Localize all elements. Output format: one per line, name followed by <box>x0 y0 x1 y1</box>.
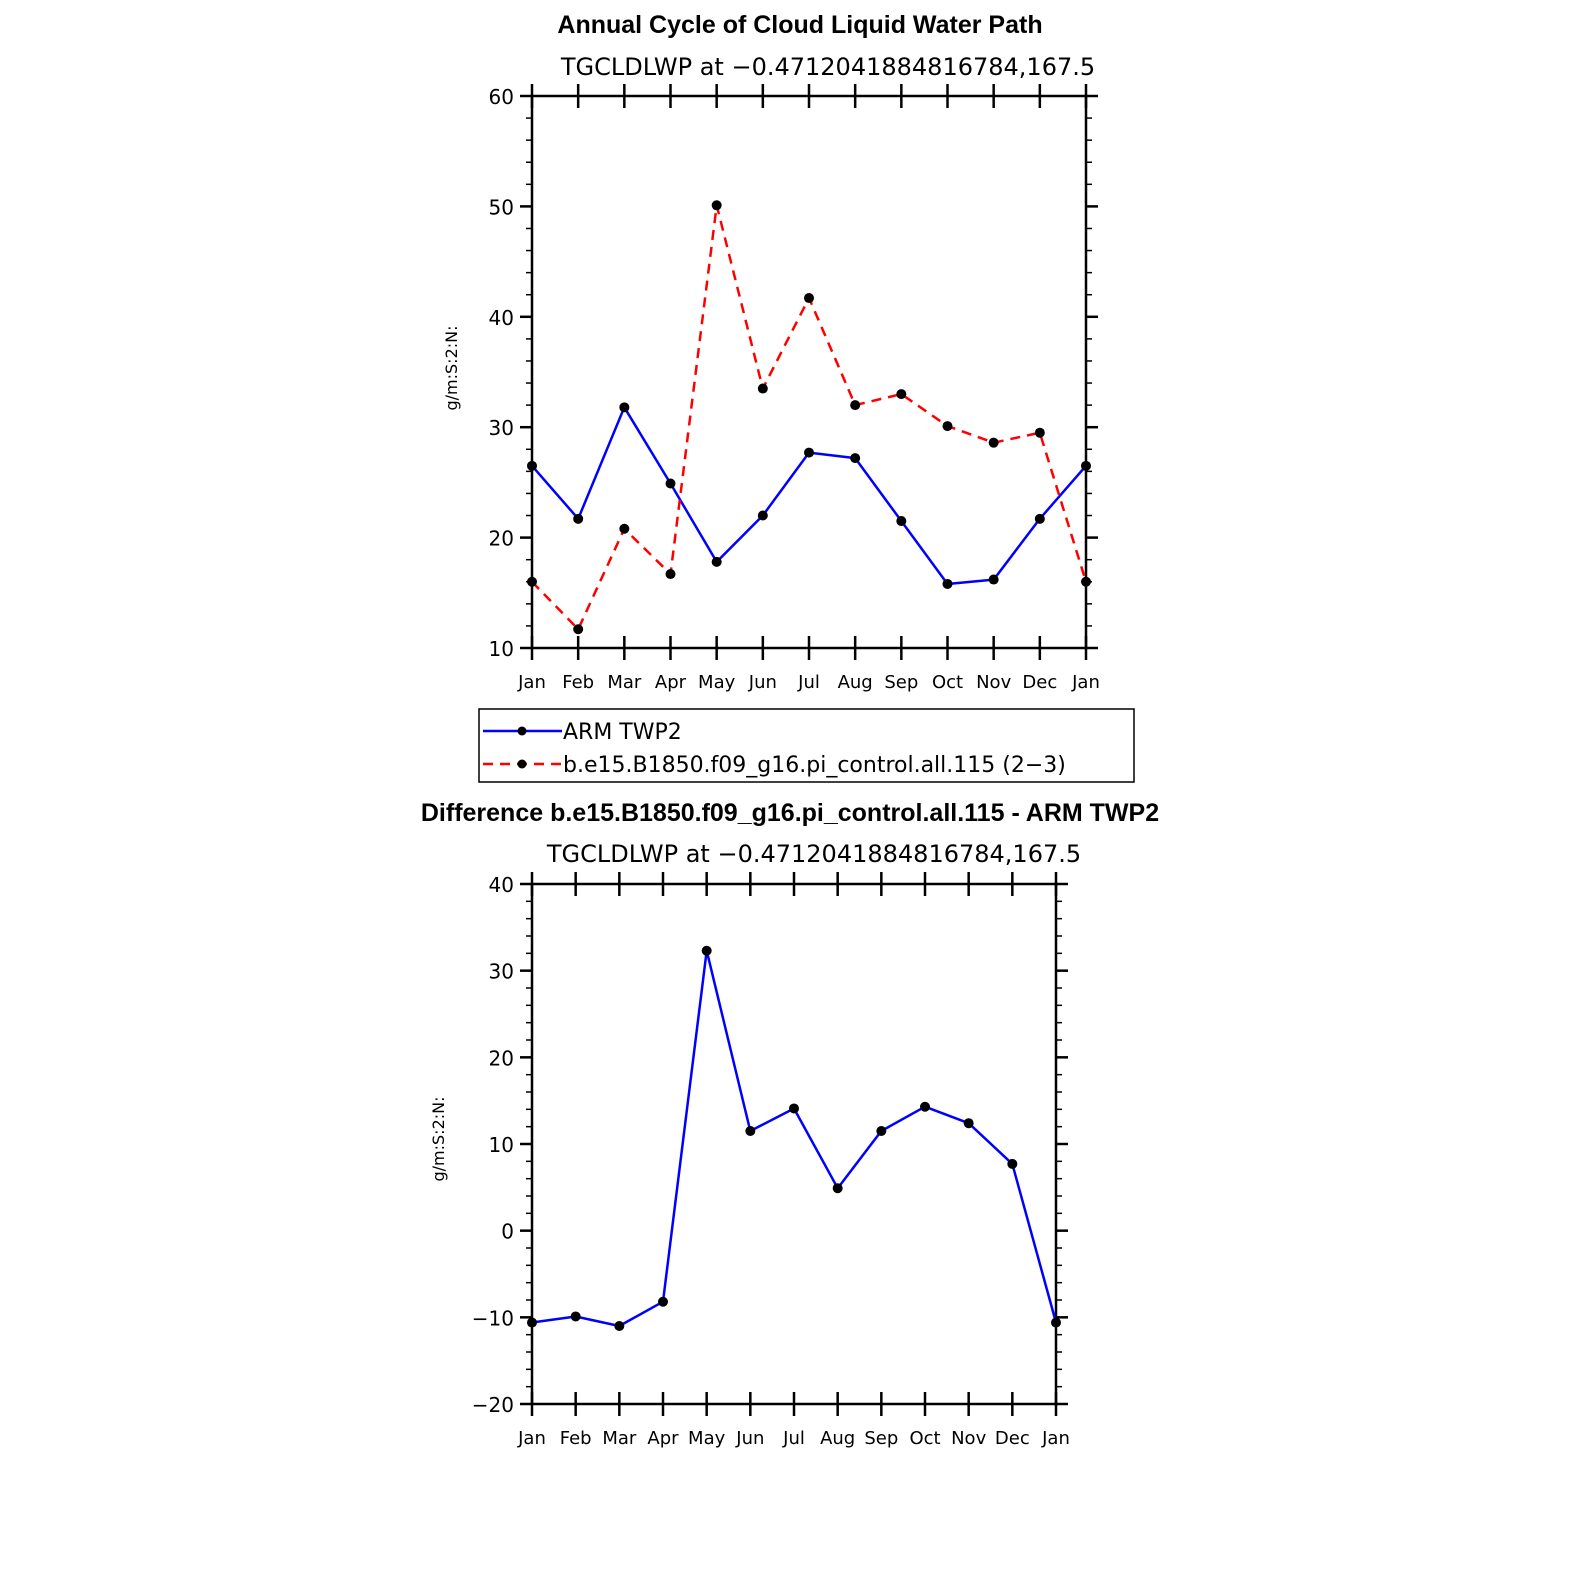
data-point <box>920 1101 930 1112</box>
y-tick-label: 10 <box>489 637 514 661</box>
legend-marker-model <box>517 759 527 769</box>
x-tick-label: Aug <box>820 1428 855 1449</box>
y-tick-label: 30 <box>489 960 514 984</box>
y-axis-label: g/m:S:2:N: <box>442 326 461 411</box>
data-point <box>701 945 712 956</box>
data-point <box>1081 576 1091 587</box>
data-point <box>619 402 630 413</box>
data-point <box>711 556 722 567</box>
y-tick-label: 40 <box>489 873 514 897</box>
data-point <box>988 574 999 585</box>
data-point <box>745 1126 756 1136</box>
data-point <box>804 447 814 458</box>
plot-area: −20 −10 0 10 20 30 40 Jan Feb Mar Apr May Jun Jul Aug S… <box>472 872 1070 1449</box>
x-tick-label: Oct <box>909 1428 940 1449</box>
y-tick-label: −10 <box>472 1306 514 1330</box>
chart-subtitle: TGCLDLWP at −0.4712041884816784,167.5 <box>546 840 1081 868</box>
data-point <box>896 389 907 400</box>
y-tick-label: 20 <box>489 527 514 551</box>
x-tick-label: Dec <box>1022 672 1057 693</box>
x-tick-label: Jun <box>748 672 777 693</box>
data-point <box>1051 1317 1061 1328</box>
data-point <box>527 460 537 471</box>
data-point <box>850 453 861 464</box>
x-tick-label: May <box>688 1428 726 1449</box>
data-point <box>665 478 676 489</box>
x-tick-label: Apr <box>647 1428 679 1449</box>
x-tick-label: Nov <box>951 1428 986 1449</box>
series-line-0 <box>531 949 1058 1328</box>
y-tick-label: 20 <box>489 1046 514 1070</box>
x-tick-label: Jan <box>517 672 546 693</box>
x-tick-label: Feb <box>562 672 594 693</box>
plot-frame <box>530 882 1058 1406</box>
chart-title: Difference b.e15.B1850.f09_g16.pi_contro… <box>421 799 1159 827</box>
data-point <box>573 624 584 635</box>
y-tick-label: −20 <box>472 1393 514 1417</box>
x-tick-label: Jan <box>1041 1428 1070 1449</box>
data-point <box>789 1103 799 1114</box>
data-point <box>850 400 861 411</box>
data-point <box>876 1126 887 1136</box>
x-tick-label: Feb <box>560 1428 592 1449</box>
x-tick-label: Jan <box>517 1428 546 1449</box>
data-point <box>619 523 630 534</box>
data-point <box>711 200 722 211</box>
data-point <box>757 383 768 394</box>
difference-chart: Difference b.e15.B1850.f09_g16.pi_contro… <box>421 799 1159 1449</box>
data-point <box>527 576 537 587</box>
x-tick-label: Oct <box>932 672 963 693</box>
x-tick-label: Jul <box>797 672 820 693</box>
plot-area: 10 20 30 40 50 60 Jan Feb Mar Apr May Jun Jul Aug Sep O… <box>489 84 1100 693</box>
data-point <box>1034 513 1045 524</box>
legend: ARM TWP2 b.e15.B1850.f09_g16.pi_control.… <box>478 708 1135 783</box>
data-point <box>942 578 953 589</box>
x-tick-label: Jul <box>782 1428 805 1449</box>
x-tick-label: Sep <box>884 672 918 693</box>
annual-cycle-chart: Annual Cycle of Cloud Liquid Water Path … <box>442 11 1135 783</box>
x-tick-label: Sep <box>864 1428 898 1449</box>
y-tick-label: 0 <box>501 1220 514 1244</box>
x-tick-label: Nov <box>976 672 1011 693</box>
data-point <box>988 437 999 448</box>
data-point <box>896 516 907 527</box>
data-point <box>665 569 676 580</box>
y-tick-label: 40 <box>489 306 514 330</box>
x-tick-label: Jun <box>735 1428 764 1449</box>
y-tick-label: 50 <box>489 195 514 219</box>
data-point <box>942 421 953 432</box>
data-point <box>1081 460 1091 471</box>
data-point <box>1034 427 1045 438</box>
y-tick-label: 30 <box>489 416 514 440</box>
data-point <box>832 1183 843 1194</box>
x-tick-label: May <box>698 672 736 693</box>
x-tick-label: Apr <box>655 672 687 693</box>
data-point <box>573 513 584 524</box>
series-line-0 <box>531 406 1087 586</box>
data-point <box>757 510 768 521</box>
x-tick-label: Aug <box>838 672 873 693</box>
x-tick-label: Dec <box>995 1428 1030 1449</box>
chart-subtitle: TGCLDLWP at −0.4712041884816784,167.5 <box>560 53 1095 81</box>
legend-box <box>478 708 1135 783</box>
x-tick-label: Mar <box>602 1428 637 1449</box>
legend-label-model: b.e15.B1850.f09_g16.pi_control.all.115 (… <box>563 753 1066 778</box>
x-tick-label: Mar <box>607 672 642 693</box>
data-point <box>804 293 814 304</box>
chart-title: Annual Cycle of Cloud Liquid Water Path <box>557 11 1042 39</box>
data-point <box>614 1321 625 1331</box>
x-tick-label: Jan <box>1071 672 1100 693</box>
plot-frame <box>530 94 1088 650</box>
legend-label-arm: ARM TWP2 <box>563 720 682 745</box>
data-point <box>570 1311 581 1322</box>
data-point <box>527 1317 537 1328</box>
y-tick-label: 60 <box>489 85 514 109</box>
data-point <box>963 1118 974 1129</box>
y-axis-label: g/m:S:2:N: <box>429 1097 448 1182</box>
y-tick-label: 10 <box>489 1133 514 1157</box>
data-point <box>658 1296 668 1307</box>
legend-marker-arm <box>517 726 527 736</box>
data-point <box>1007 1158 1018 1169</box>
